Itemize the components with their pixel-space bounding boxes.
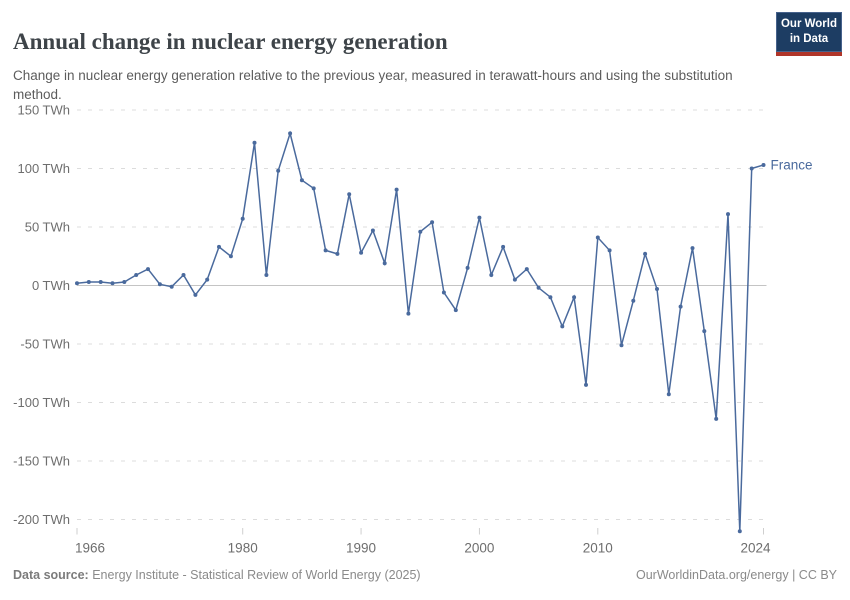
- data-point[interactable]: [122, 280, 127, 284]
- data-point[interactable]: [418, 229, 423, 234]
- data-point[interactable]: [252, 140, 257, 145]
- owid-logo-text: Our World in Data: [776, 12, 842, 52]
- data-point[interactable]: [276, 168, 281, 173]
- page-subtitle: Change in nuclear energy generation rela…: [13, 67, 733, 102]
- data-point[interactable]: [288, 131, 293, 136]
- data-point[interactable]: [217, 244, 221, 249]
- data-point[interactable]: [631, 298, 636, 303]
- y-axis-tick-label: -50 TWh: [20, 337, 70, 352]
- data-point[interactable]: [643, 251, 648, 256]
- data-point[interactable]: [311, 186, 316, 191]
- data-point[interactable]: [382, 261, 387, 266]
- data-point[interactable]: [726, 212, 730, 217]
- data-point[interactable]: [714, 416, 719, 421]
- data-point[interactable]: [465, 265, 470, 270]
- data-point[interactable]: [394, 187, 399, 192]
- x-axis-tick-label: 1966: [75, 541, 105, 556]
- data-point[interactable]: [359, 250, 364, 255]
- y-axis-tick-label: -150 TWh: [13, 454, 70, 469]
- data-point[interactable]: [548, 295, 553, 300]
- y-axis-tick-label: -200 TWh: [13, 512, 70, 527]
- x-axis-tick-label: 1990: [346, 541, 376, 556]
- data-point[interactable]: [146, 267, 150, 272]
- data-point[interactable]: [655, 287, 659, 291]
- data-point[interactable]: [607, 248, 612, 253]
- x-axis-tick-label: 2024: [740, 541, 771, 556]
- data-point[interactable]: [584, 382, 588, 387]
- data-point[interactable]: [749, 166, 754, 171]
- data-point[interactable]: [512, 277, 517, 282]
- data-point[interactable]: [453, 308, 458, 313]
- data-point[interactable]: [110, 281, 115, 286]
- data-point[interactable]: [205, 277, 210, 282]
- owid-logo-line1: Our World: [780, 18, 837, 30]
- data-line-france[interactable]: [76, 130, 764, 532]
- data-point[interactable]: [240, 216, 245, 221]
- data-point[interactable]: [299, 178, 304, 183]
- owid-logo-line2: in Data: [789, 32, 829, 45]
- credit-line[interactable]: OurWorldinData.org/energy | CC BY: [635, 568, 837, 582]
- x-axis-tick-label: 2010: [583, 541, 613, 556]
- y-axis-tick-label: 150 TWh: [17, 103, 70, 118]
- data-point[interactable]: [370, 228, 375, 233]
- x-axis-tick-label: 1980: [228, 541, 258, 556]
- data-point[interactable]: [536, 285, 541, 290]
- data-point[interactable]: [134, 273, 139, 277]
- data-point[interactable]: [347, 192, 352, 197]
- data-point[interactable]: [228, 254, 233, 259]
- source-line: Data source: Energy Institute - Statisti…: [13, 568, 421, 582]
- y-axis-tick-label: -100 TWh: [13, 395, 70, 410]
- data-point[interactable]: [169, 284, 174, 289]
- x-axis-tick-label: 2000: [464, 541, 494, 556]
- y-axis-tick-label: 100 TWh: [17, 161, 70, 176]
- data-point[interactable]: [323, 248, 328, 253]
- data-point[interactable]: [702, 329, 707, 334]
- owid-logo[interactable]: Our World in Data: [776, 12, 842, 56]
- data-point[interactable]: [761, 163, 766, 167]
- data-point[interactable]: [595, 235, 600, 240]
- y-axis-tick-label: 0 TWh: [32, 278, 70, 293]
- y-axis-tick-label: 50 TWh: [25, 220, 70, 235]
- data-point[interactable]: [501, 244, 506, 249]
- data-point[interactable]: [335, 251, 340, 256]
- data-point[interactable]: [193, 292, 198, 297]
- data-point[interactable]: [489, 273, 494, 277]
- data-point[interactable]: [86, 280, 91, 284]
- data-point[interactable]: [560, 324, 565, 329]
- data-point[interactable]: [98, 280, 103, 284]
- data-point[interactable]: [75, 281, 79, 286]
- footer: Data source: Energy Institute - Statisti…: [13, 568, 837, 582]
- series-label-france: France: [771, 157, 813, 172]
- data-point[interactable]: [619, 343, 624, 348]
- data-point[interactable]: [406, 311, 411, 316]
- data-point[interactable]: [678, 304, 683, 309]
- source-text: Energy Institute - Statistical Review of…: [88, 568, 421, 582]
- data-point[interactable]: [572, 295, 577, 300]
- data-point[interactable]: [157, 282, 162, 287]
- data-point[interactable]: [477, 215, 482, 220]
- data-point[interactable]: [181, 273, 186, 277]
- data-point[interactable]: [264, 273, 269, 277]
- data-point[interactable]: [430, 220, 435, 225]
- data-point[interactable]: [737, 529, 742, 534]
- data-point[interactable]: [690, 246, 695, 251]
- data-point[interactable]: [441, 290, 446, 295]
- data-point[interactable]: [666, 392, 671, 397]
- data-point[interactable]: [524, 267, 529, 272]
- source-label: Data source:: [13, 568, 89, 582]
- page-title: Annual change in nuclear energy generati…: [13, 29, 448, 55]
